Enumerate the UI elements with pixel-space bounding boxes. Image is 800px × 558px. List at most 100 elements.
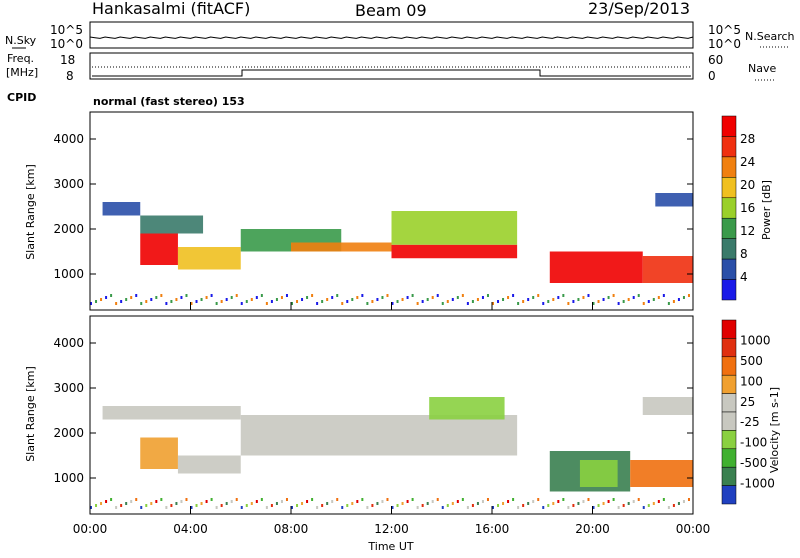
clutter-cell: [612, 294, 615, 297]
clutter-cell: [210, 294, 213, 297]
clutter-cell: [371, 504, 374, 507]
clutter-cell: [175, 298, 178, 301]
colorbar-tick-label: 24: [740, 155, 755, 169]
clutter-cell: [356, 500, 359, 503]
cpid-label: CPID: [7, 91, 36, 104]
clutter-cell: [361, 498, 364, 501]
clutter-cell: [557, 296, 560, 299]
clutter-cell: [205, 296, 208, 299]
clutter-cell: [316, 506, 319, 509]
clutter-cell: [502, 298, 505, 301]
clutter-cell: [291, 506, 293, 509]
clutter-cell: [401, 298, 404, 301]
freq-unit-label: [MHz]: [6, 66, 38, 79]
freq-strip-frame: [89, 52, 694, 80]
colorbar-segment: [721, 374, 737, 394]
clutter-cell: [326, 502, 329, 505]
clutter-cell: [185, 498, 188, 501]
clutter-cell: [371, 300, 374, 303]
colorbar-segment: [721, 136, 737, 158]
data-band: [642, 256, 693, 283]
colorbar-tick-label: 100: [740, 374, 763, 388]
clutter-cell: [195, 300, 198, 303]
freq-tick-bottom: 8: [66, 69, 74, 83]
clutter-cell: [582, 500, 585, 503]
clutter-cell: [235, 294, 238, 297]
colorbar-tick-label: -1000: [740, 477, 775, 491]
clutter-cell: [647, 504, 650, 507]
nsearch-label: N.Search: [745, 30, 795, 43]
clutter-cell: [351, 298, 354, 301]
clutter-cell: [90, 302, 92, 305]
clutter-cell: [265, 506, 268, 509]
clutter-cell: [466, 506, 469, 509]
date-title: 23/Sep/2013: [588, 0, 690, 18]
clutter-cell: [115, 506, 118, 509]
clutter-cell: [110, 294, 113, 297]
clutter-cell: [265, 302, 268, 305]
clutter-cell: [175, 502, 178, 505]
power-data-layer: [90, 193, 693, 305]
clutter-cell: [527, 298, 530, 301]
clutter-cell: [612, 498, 615, 501]
clutter-cell: [155, 500, 158, 503]
clutter-cell: [155, 296, 158, 299]
clutter-cell: [436, 498, 439, 501]
colorbar-segment: [721, 258, 737, 280]
clutter-cell: [567, 506, 570, 509]
clutter-cell: [617, 506, 620, 509]
clutter-cell: [145, 300, 148, 303]
clutter-cell: [381, 500, 384, 503]
clutter-cell: [657, 500, 660, 503]
colorbar-segment: [721, 338, 737, 358]
clutter-cell: [492, 506, 494, 509]
clutter-cell: [592, 302, 595, 305]
clutter-cell: [356, 296, 359, 299]
data-band: [429, 397, 505, 420]
colorbar-segment: [721, 430, 737, 450]
colorbar-segment: [721, 177, 737, 199]
colorbar-segment: [721, 319, 737, 339]
colorbar-tick-label: 1000: [740, 333, 771, 347]
clutter-cell: [471, 300, 474, 303]
clutter-cell: [391, 506, 394, 509]
data-band: [391, 244, 518, 259]
clutter-cell: [280, 296, 283, 299]
beam-title: Beam 09: [355, 1, 427, 20]
clutter-cell: [230, 500, 233, 503]
velocity-y-ticks: 1000 2000 3000 4000: [53, 336, 693, 485]
clutter-cell: [562, 294, 565, 297]
clutter-cell: [456, 296, 459, 299]
clutter-cell: [637, 498, 640, 501]
colorbar-tick-label: 500: [740, 354, 763, 368]
clutter-cell: [270, 504, 273, 507]
colorbar-segment: [721, 411, 737, 431]
power-ylabel: Slant Range [km]: [24, 164, 37, 260]
clutter-cell: [301, 298, 304, 301]
x-tick-label: 08:00: [274, 522, 309, 536]
clutter-cell: [461, 498, 464, 501]
clutter-cell: [662, 498, 665, 501]
noise-right-tick-top: 10^5: [708, 23, 741, 37]
clutter-cell: [682, 500, 685, 503]
clutter-cell: [617, 302, 620, 305]
clutter-cell: [512, 498, 515, 501]
clutter-cell: [255, 296, 258, 299]
colorbar-segment: [721, 485, 737, 505]
clutter-cell: [577, 298, 580, 301]
clutter-cell: [451, 502, 454, 505]
clutter-cell: [672, 300, 675, 303]
clutter-cell: [311, 294, 314, 297]
clutter-cell: [245, 300, 248, 303]
clutter-cell: [306, 296, 309, 299]
clutter-cell: [517, 506, 520, 509]
clutter-cell: [406, 296, 409, 299]
clutter-cell: [105, 500, 108, 503]
clutter-cell: [100, 298, 103, 301]
clutter-cell: [205, 500, 208, 503]
colorbar-tick-label: -500: [740, 456, 767, 470]
clutter-cell: [476, 502, 479, 505]
clutter-cell: [532, 296, 535, 299]
x-axis-ticks: 00:00 04:00 08:00 12:00 16:00 20:00 00:00: [73, 302, 710, 536]
